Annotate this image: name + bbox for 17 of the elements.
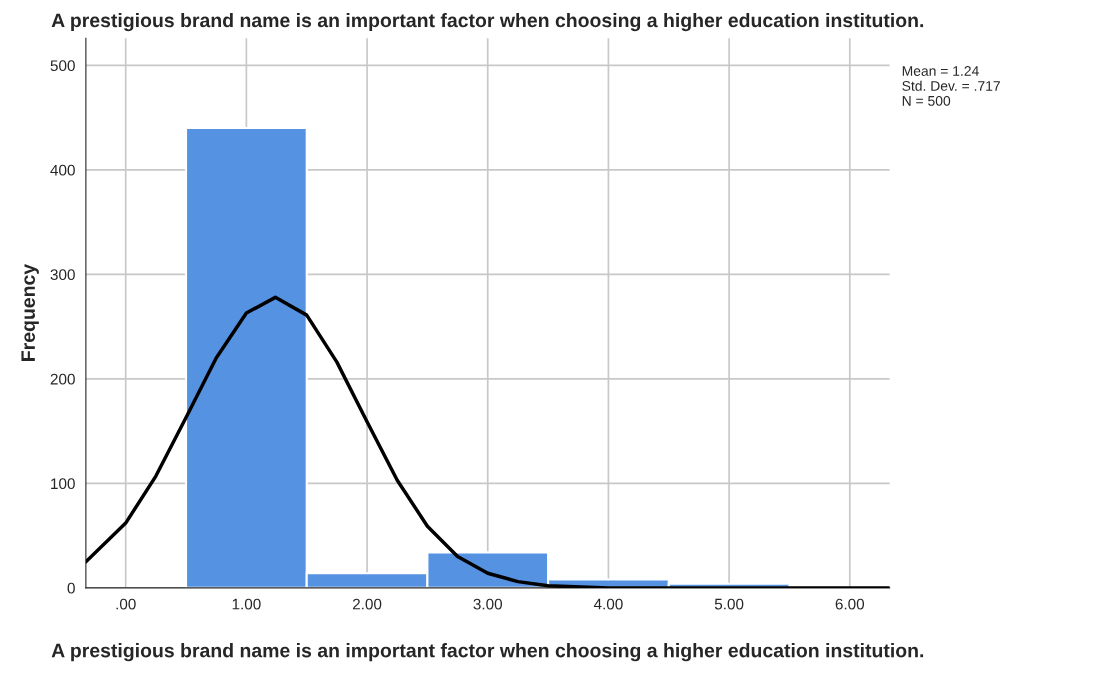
x-tick-label: 6.00 <box>835 598 865 610</box>
y-tick-label: 500 <box>50 60 75 72</box>
y-tick-label: 100 <box>51 478 75 490</box>
x-axis-title: A prestigious brand name is an important factor when choosing a higher education institution. <box>51 643 924 662</box>
y-tick-label: 0 <box>67 582 75 594</box>
chart-title: A prestigious brand name is an important factor when choosing a higher education institution. <box>51 12 924 32</box>
y-tick-label: 400 <box>50 164 75 176</box>
x-tick-label: 5.00 <box>714 598 744 610</box>
y-tick-label: 300 <box>50 269 75 281</box>
x-tick-label: .00 <box>116 598 136 610</box>
x-tick-label: 4.00 <box>593 598 623 610</box>
y-axis-title: Frequency <box>21 263 39 361</box>
text: Mean = 1.24 Std. Dev. = .717 N = 500 <box>902 66 1000 106</box>
x-tick-label: 1.00 <box>232 598 261 610</box>
y-tick-label: 200 <box>50 373 75 385</box>
x-tick-label: 2.00 <box>352 598 382 610</box>
x-tick-label: 3.00 <box>473 598 503 610</box>
